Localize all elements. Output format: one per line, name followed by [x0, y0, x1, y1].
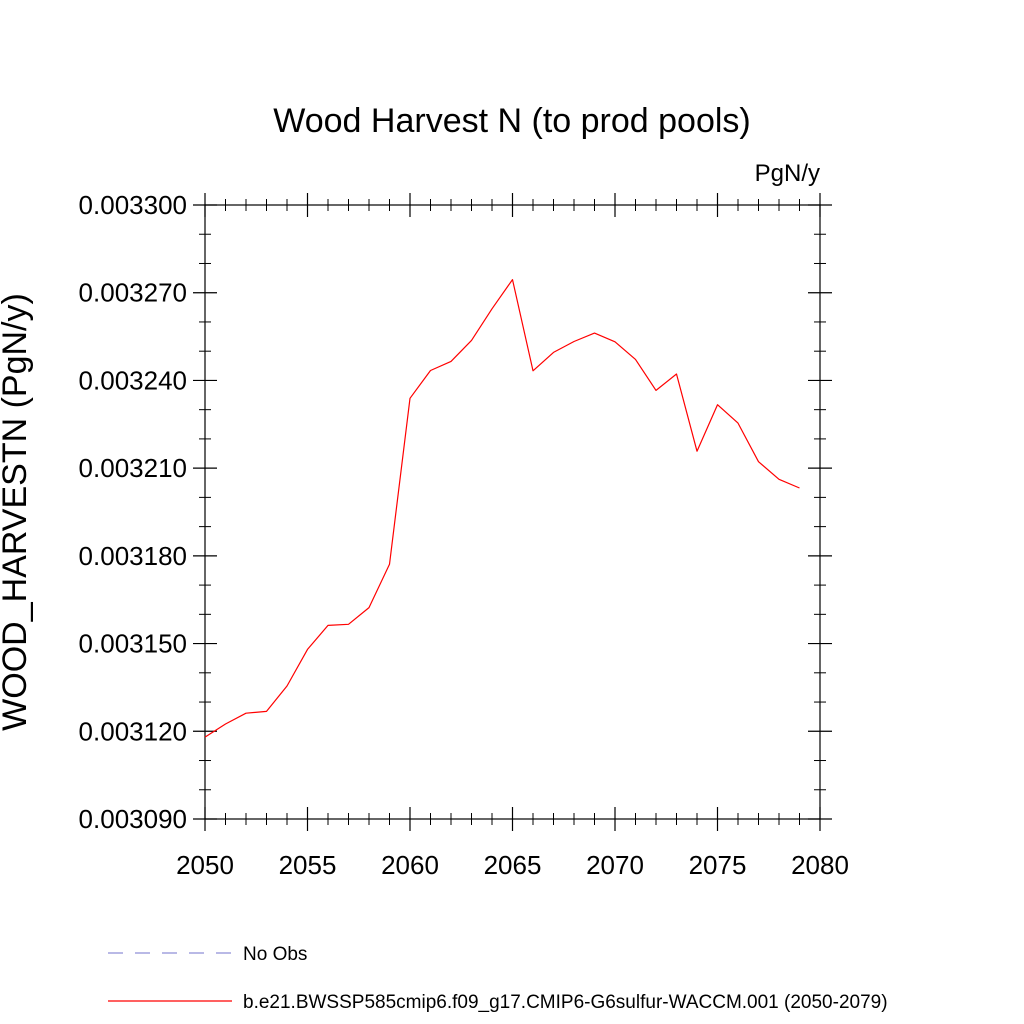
- x-tick-label: 2050: [176, 850, 234, 880]
- x-tick-label: 2070: [586, 850, 644, 880]
- legend-label: No Obs: [243, 944, 307, 965]
- plot-frame: [204, 204, 821, 820]
- x-tick-label: 2055: [279, 850, 337, 880]
- y-tick-label: 0.003210: [79, 453, 187, 483]
- units-label: PgN/y: [755, 160, 820, 187]
- y-tick-label: 0.003270: [79, 278, 187, 308]
- y-tick-label: 0.003090: [79, 804, 187, 834]
- y-tick-label: 0.003120: [79, 716, 187, 746]
- y-tick-label: 0.003240: [79, 365, 187, 395]
- y-tick-label: 0.003300: [79, 190, 187, 220]
- legend: No Obs b.e21.BWSSP585cmip6.f09_g17.CMIP6-…: [108, 944, 888, 1013]
- chart-title: Wood Harvest N (to prod pools): [273, 102, 750, 140]
- plot-area: 2050 2055 2060 2065 2070 2075 2080 0.003090 0.00…: [79, 190, 849, 880]
- y-tick-label: 0.003180: [79, 541, 187, 571]
- x-tick-label: 2065: [484, 850, 542, 880]
- series-line: [204, 279, 800, 738]
- y-tick-label: 0.003150: [79, 629, 187, 659]
- legend-label: b.e21.BWSSP585cmip6.f09_g17.CMIP6-G6sulf…: [243, 992, 888, 1013]
- x-tick-label: 2060: [381, 850, 439, 880]
- x-tick-label: 2075: [689, 850, 747, 880]
- x-tick-label: 2080: [791, 850, 849, 880]
- y-axis-label: WOOD_HARVESTN (PgN/y): [0, 293, 34, 731]
